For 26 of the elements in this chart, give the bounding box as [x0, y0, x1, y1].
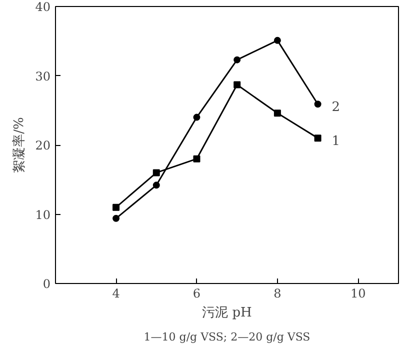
x-tick-label: 10 — [350, 286, 366, 300]
x-tick-label: 8 — [274, 286, 282, 300]
point — [314, 100, 322, 108]
x-axis-title: 污泥 pH — [202, 306, 252, 320]
x-tick-label: 4 — [112, 286, 120, 300]
y-tick-label: 40 — [35, 0, 51, 14]
point — [193, 114, 200, 121]
point — [234, 56, 241, 64]
y-tick-label: 0 — [42, 277, 51, 291]
x-tick-label: 6 — [192, 286, 201, 300]
series-label: 1 — [332, 134, 340, 150]
point — [112, 204, 120, 211]
point — [274, 36, 281, 44]
point — [234, 81, 241, 88]
point — [314, 134, 322, 142]
point — [274, 110, 281, 117]
series-label: 2 — [332, 100, 340, 116]
point — [193, 155, 200, 162]
point — [112, 214, 120, 222]
y-axis-title: 絮凝率/% — [11, 117, 28, 173]
y-tick-label: 20 — [35, 138, 51, 152]
text: 1—10 g/g VSS; 2—20 g/g VSS — [144, 330, 310, 344]
y-tick-label: 10 — [35, 208, 51, 222]
point — [152, 182, 160, 189]
y-tick-label: 30 — [35, 69, 51, 84]
point — [152, 169, 160, 176]
